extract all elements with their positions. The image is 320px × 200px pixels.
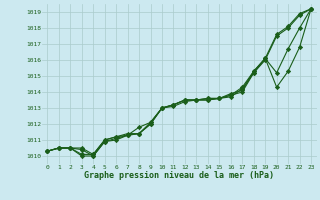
X-axis label: Graphe pression niveau de la mer (hPa): Graphe pression niveau de la mer (hPa) [84, 171, 274, 180]
